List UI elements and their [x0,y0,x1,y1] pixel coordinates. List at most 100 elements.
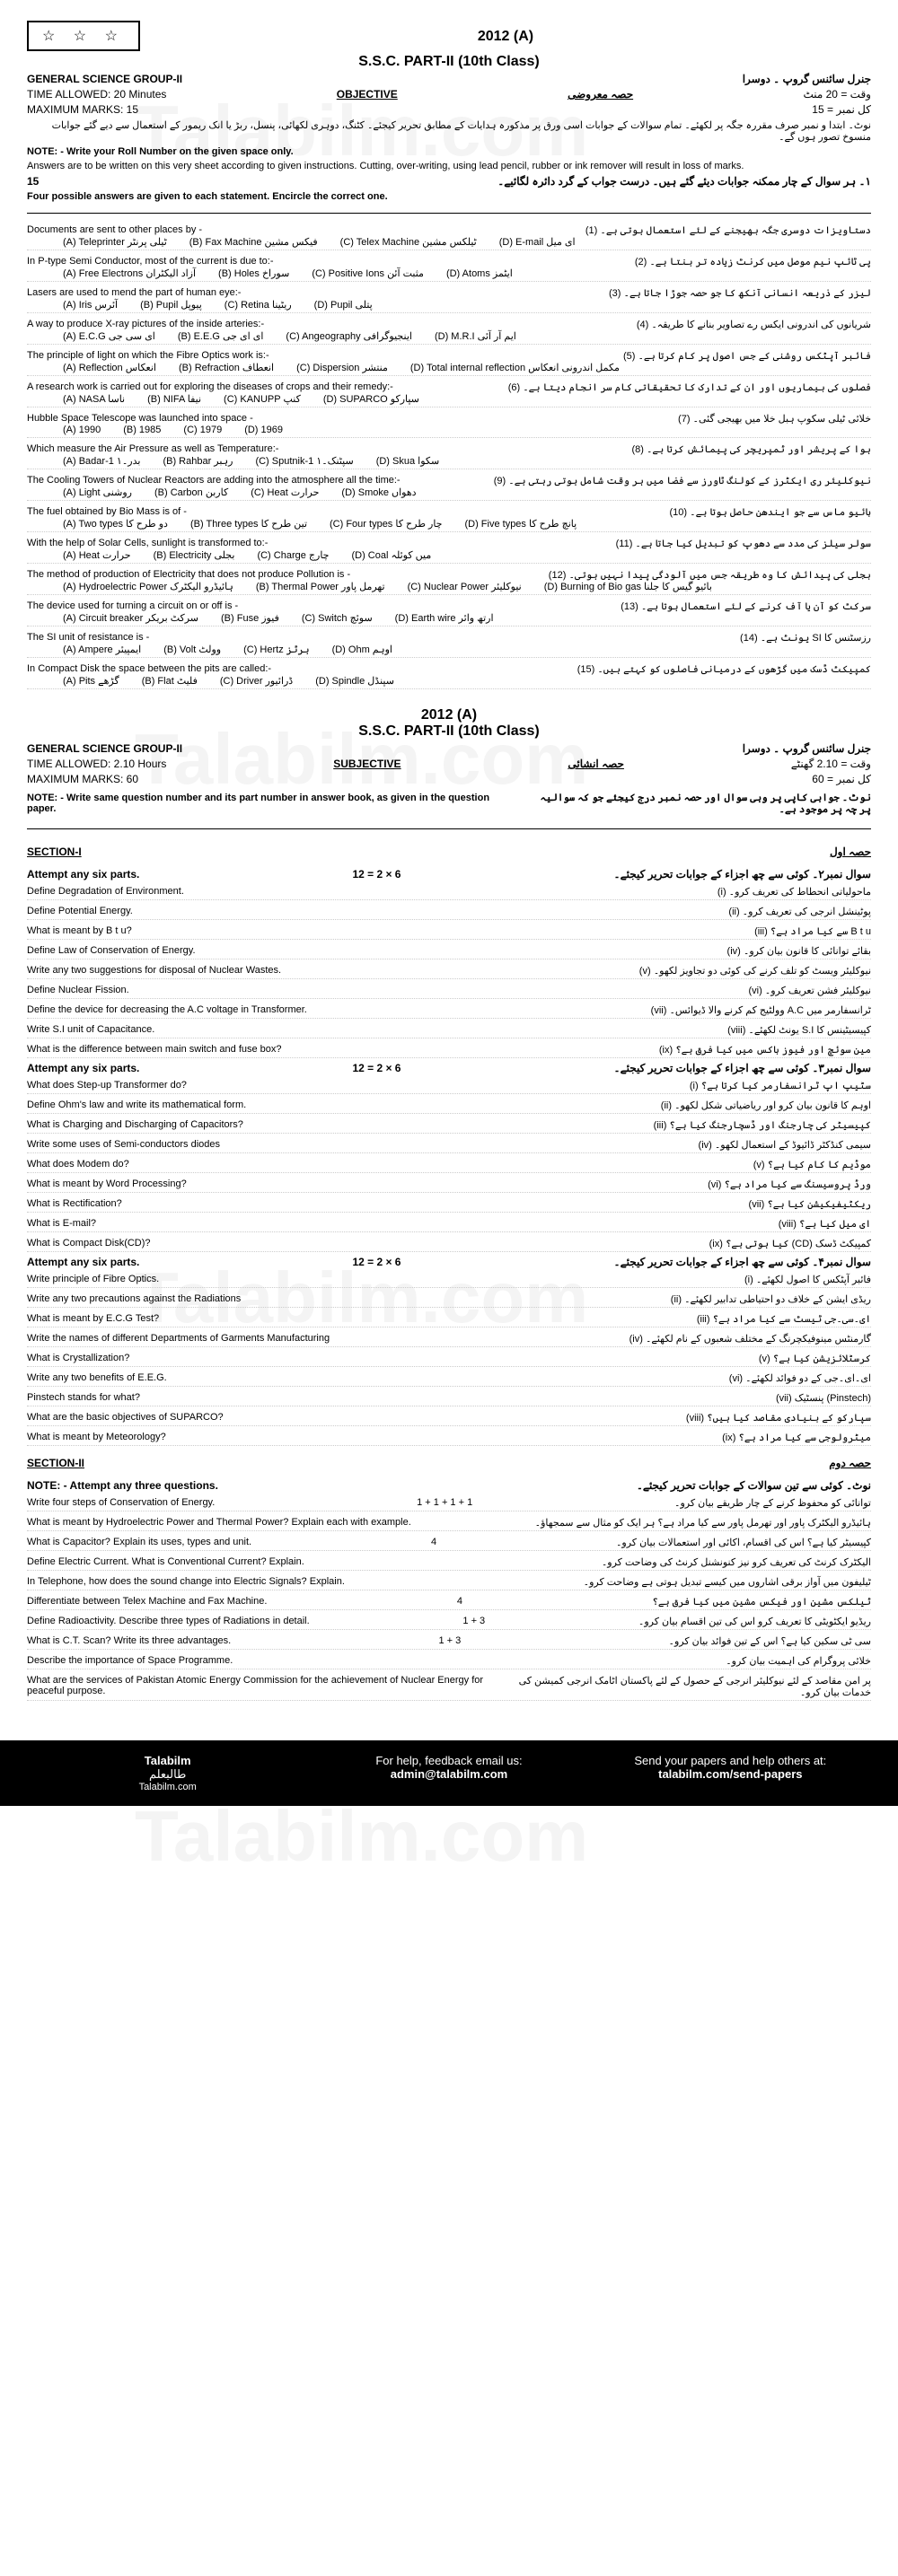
q4-list: Write principle of Fibre Optics.فائبر آپ… [27,1272,871,1446]
q3-instr-ur: سوال نمبر۳۔ کوئی سے چھ اجزاء کے جوابات ت… [614,1062,871,1074]
short-q: Define the device for decreasing the A.C… [27,1003,871,1019]
short-q: What is meant by Word Processing?ورڈ پرو… [27,1177,871,1193]
short-q: Define Potential Energy.پوٹینشل انرجی کی… [27,904,871,920]
short-q: What is Compact Disk(CD)?کمپیکٹ ڈسک (CD)… [27,1236,871,1252]
short-q: Write any two suggestions for disposal o… [27,963,871,979]
type-en-2: SUBJECTIVE [333,758,401,770]
q4-marks: 12 = 2 × 6 [352,1256,401,1268]
mcq-item: In Compact Disk the space between the pi… [27,662,871,689]
subjective-header: 2012 (A) S.S.C. PART-II (10th Class) GEN… [27,707,871,829]
short-q: What is meant by E.C.G Test?ای۔سی۔جی ٹیس… [27,1311,871,1327]
short-q: What is the difference between main swit… [27,1042,871,1058]
mcq-item: A research work is carried out for explo… [27,380,871,407]
q8a: Define Radioactivity. Describe three typ… [27,1614,871,1630]
section1-title-en: SECTION-I [27,846,82,858]
short-q: What is meant by Meteorology?میٹرولوجی س… [27,1430,871,1446]
q4-instr-en: Attempt any six parts. [27,1256,139,1268]
mcq-item: Hubble Space Telescope was launched into… [27,411,871,438]
q9a: Describe the importance of Space Program… [27,1653,871,1669]
q7a: In Telephone, how does the sound change … [27,1574,871,1590]
sec2-note-en: NOTE: - Attempt any three questions. [27,1479,218,1492]
q3-marks: 12 = 2 × 6 [352,1062,401,1074]
subject-en-2: GENERAL SCIENCE GROUP-II [27,742,182,755]
short-q: Define Nuclear Fission.نیوکلیئر فشن تعری… [27,983,871,999]
mcq-item: The Cooling Towers of Nuclear Reactors a… [27,473,871,501]
type-ur-2: حصہ انشائی [568,758,624,770]
q1-instr-en: Four possible answers are given to each … [27,191,871,202]
footer-mid: For help, feedback email us: admin@talab… [308,1754,589,1792]
short-q: What is Crystallization?کرسٹلائزیشن کیا … [27,1351,871,1367]
time-en-2: TIME ALLOWED: 2.10 Hours [27,758,166,770]
q7b: Differentiate between Telex Machine and … [27,1594,871,1610]
short-q: Define Ohm's law and write its mathemati… [27,1098,871,1114]
mcq-list: Documents are sent to other places by -د… [27,223,871,689]
mcq-item: The method of production of Electricity … [27,567,871,595]
note-en-subj: NOTE: - Write same question number and i… [27,793,491,814]
q5b: What is meant by Hydroelectric Power and… [27,1515,871,1531]
sec2-note-ur: نوٹ۔ کوئی سے تین سوالات کے جوابات تحریر … [637,1479,871,1492]
time-en: TIME ALLOWED: 20 Minutes [27,88,166,101]
mcq-item: The fuel obtained by Bio Mass is of -بائ… [27,504,871,532]
short-q: What is E-mail?ای میل کیا ہے؟ (viii) [27,1216,871,1232]
mcq-item: The principle of light on which the Fibr… [27,348,871,376]
mcq-item: With the help of Solar Cells, sunlight i… [27,536,871,564]
short-q: What is meant by B t u?B t u سے کیا مراد… [27,924,871,940]
mcq-item: Documents are sent to other places by -د… [27,223,871,250]
short-q: Write principle of Fibre Optics.فائبر آپ… [27,1272,871,1288]
mcq-item: Lasers are used to mend the part of huma… [27,285,871,313]
q9b: What are the services of Pakistan Atomic… [27,1673,871,1701]
mcq-item: In P-type Semi Conductor, most of the cu… [27,254,871,282]
short-q: What is Charging and Discharging of Capa… [27,1117,871,1134]
q4-instr-ur: سوال نمبر۴۔ کوئی سے چھ اجزاء کے جوابات ت… [614,1256,871,1268]
subject-en: GENERAL SCIENCE GROUP-II [27,73,182,85]
mcq-item: The SI unit of resistance is -رزسٹنس کا … [27,630,871,658]
q6a: What is Capacitor? Explain its uses, typ… [27,1535,871,1551]
q5a: Write four steps of Conservation of Ener… [27,1495,871,1511]
marks-en-2: MAXIMUM MARKS: 60 [27,773,138,785]
footer-left: Talabilm طالبعلم Talabilm.com [27,1754,308,1792]
section1-title-ur: حصہ اول [830,846,871,858]
note-ur: نوٹ۔ ابتدا و نمبر صرف مقررہ جگہ پر لکھئے… [27,119,871,143]
marks-ur-2: کل نمبر = 60 [812,773,871,785]
short-q: Define Law of Conservation of Energy.بقا… [27,943,871,959]
note-ur-subj: نوٹ۔ جوابی کاپی پر وہی سوال اور حصہ نمبر… [533,792,871,815]
note-en-1: NOTE: - Write your Roll Number on the gi… [27,146,871,157]
section2-title-ur: حصہ دوم [829,1457,871,1469]
q6b: Define Electric Current. What is Convent… [27,1555,871,1571]
q8b: What is C.T. Scan? Write its three advan… [27,1634,871,1650]
year-label-2: 2012 (A) [27,707,871,723]
class-line-2: S.S.C. PART-II (10th Class) [27,723,871,740]
subject-ur-2: جنرل سائنس گروپ ۔ دوسرا [743,742,871,755]
short-q: What does Modem do?موڈیم کا کام کیا ہے؟ … [27,1157,871,1173]
mcq-item: The device used for turning a circuit on… [27,599,871,626]
short-q: Write any two precautions against the Ra… [27,1292,871,1308]
short-q: What are the basic objectives of SUPARCO… [27,1410,871,1426]
marks-ur: کل نمبر = 15 [812,103,871,116]
q1-marks: 15 [27,175,39,188]
class-line: S.S.C. PART-II (10th Class) [27,54,871,70]
q3-instr-en: Attempt any six parts. [27,1062,139,1074]
q2-marks: 12 = 2 × 6 [352,868,401,881]
time-ur: وقت = 20 منٹ [803,88,871,101]
stars-box: ☆ ☆ ☆ [27,21,140,51]
type-en: OBJECTIVE [337,88,398,101]
footer-right: Send your papers and help others at: tal… [590,1754,871,1792]
objective-header: ☆ ☆ ☆ 2012 (A) S.S.C. PART-II (10th Clas… [27,21,871,214]
year-label: 2012 (A) [478,29,533,45]
marks-en: MAXIMUM MARKS: 15 [27,103,138,116]
mcq-item: A way to produce X-ray pictures of the i… [27,317,871,345]
note-en-2: Answers are to be written on this very s… [27,161,871,171]
mcq-item: Which measure the Air Pressure as well a… [27,442,871,469]
time-ur-2: وقت = 2.10 گھنٹے [791,758,871,770]
q2-instr-en: Attempt any six parts. [27,868,139,881]
subject-ur: جنرل سائنس گروپ ۔ دوسرا [743,73,871,85]
q2-list: Define Degradation of Environment.ماحولی… [27,884,871,1058]
short-q: Write the names of different Departments… [27,1331,871,1347]
section2-title-en: SECTION-II [27,1457,84,1469]
footer: Talabilm طالبعلم Talabilm.com For help, … [0,1740,898,1806]
short-q: Define Degradation of Environment.ماحولی… [27,884,871,900]
type-ur: حصہ معروضی [568,88,633,101]
short-q: Write some uses of Semi-conductors diode… [27,1137,871,1153]
q3-list: What does Step-up Transformer do?سٹیپ اپ… [27,1078,871,1252]
short-q: Write S.I unit of Capacitance.کپیسیٹینس … [27,1022,871,1038]
